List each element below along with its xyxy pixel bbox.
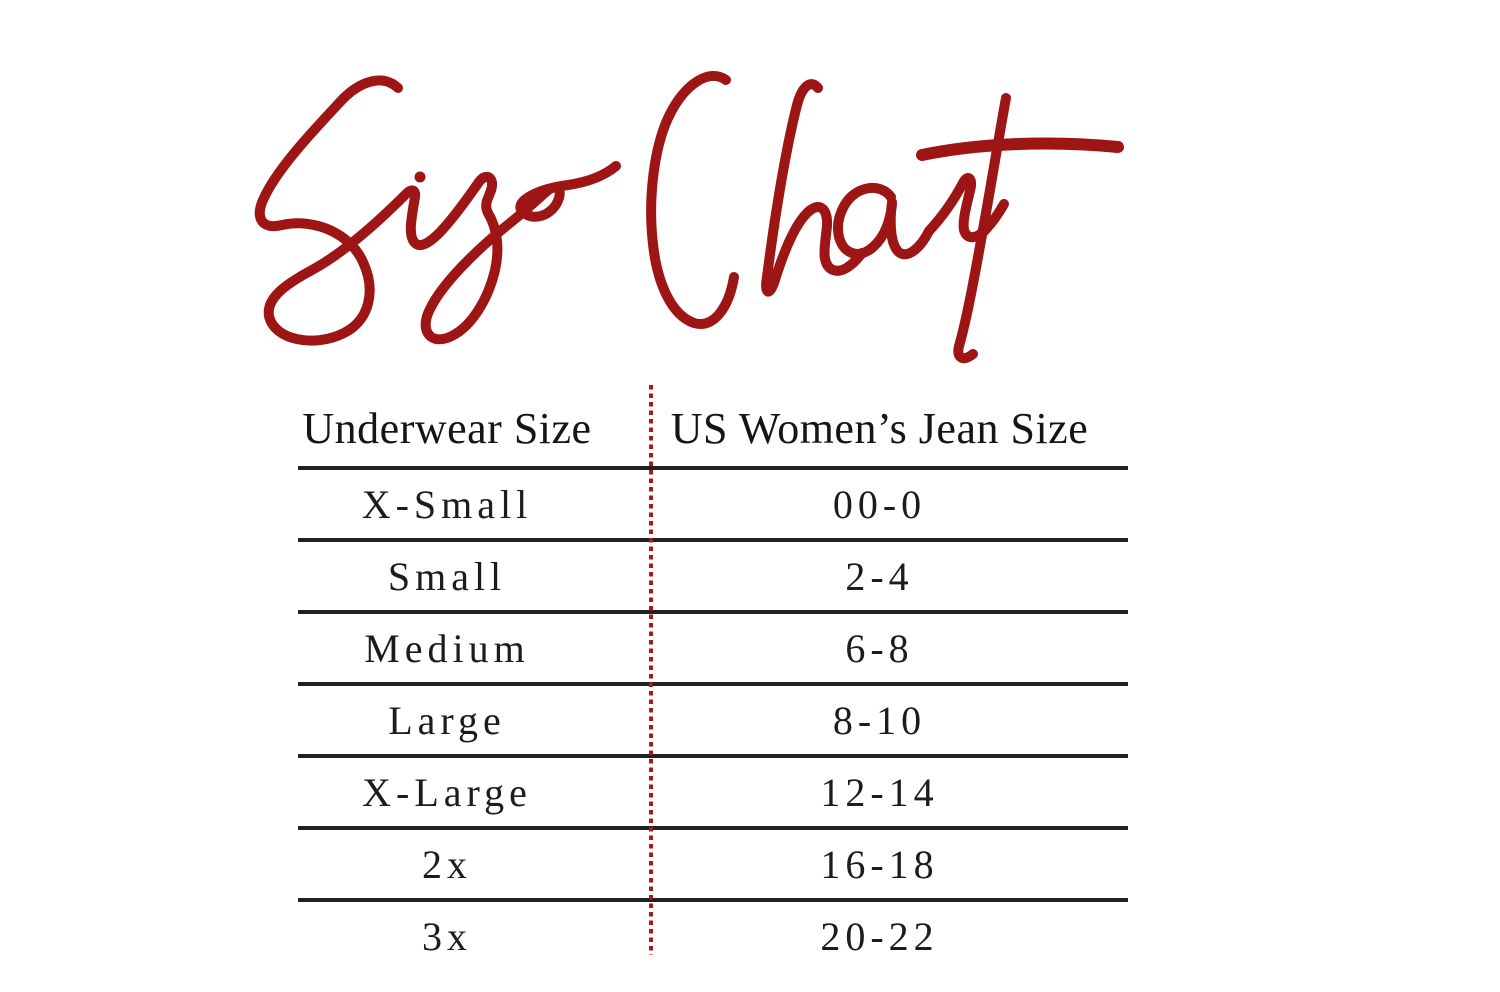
script-i-dot [414, 171, 426, 183]
title-script-art [254, 71, 1124, 364]
underwear-size-cell: 2x [422, 841, 472, 887]
script-letter-a [833, 182, 934, 260]
size-table: Underwear Size US Women’s Jean Size X-Sm… [298, 390, 1128, 970]
column-divider-dotted-line [649, 385, 653, 955]
script-letter-t-crossbar [916, 137, 1124, 161]
underwear-size-cell: X-Small [361, 481, 533, 527]
jean-size-cell: 00-0 [832, 481, 927, 527]
script-letter-r [924, 173, 1009, 243]
table-row: Small 2-4 [298, 542, 1128, 614]
script-word-size [254, 75, 621, 346]
script-letter-c [646, 71, 739, 329]
underwear-size-cell: Medium [364, 625, 530, 671]
column-header-jean-size: US Women’s Jean Size [670, 403, 1089, 453]
underwear-size-cell: 3x [422, 913, 472, 959]
jean-size-cell: 8-10 [832, 697, 927, 743]
table-row: X-Large 12-14 [298, 758, 1128, 830]
jean-size-cell: 16-18 [820, 841, 939, 887]
underwear-size-cell: X-Large [362, 769, 532, 815]
table-row: Large 8-10 [298, 686, 1128, 758]
table-row: 3x 20-22 [298, 902, 1128, 970]
page-title: Size Chart [0, 21, 1, 22]
jean-size-cell: 2-4 [845, 553, 914, 599]
underwear-size-cell: Small [387, 553, 507, 599]
table-row: X-Small 00-0 [298, 470, 1128, 542]
jean-size-cell: 6-8 [845, 625, 914, 671]
script-letter-h [761, 79, 867, 297]
table-header-row: Underwear Size US Women’s Jean Size [298, 390, 1128, 470]
jean-size-cell: 12-14 [820, 769, 939, 815]
underwear-size-cell: Large [388, 697, 506, 743]
table-row: Medium 6-8 [298, 614, 1128, 686]
column-header-underwear-size: Underwear Size [302, 403, 592, 453]
jean-size-cell: 20-22 [820, 913, 939, 959]
table-row: 2x 16-18 [298, 830, 1128, 902]
